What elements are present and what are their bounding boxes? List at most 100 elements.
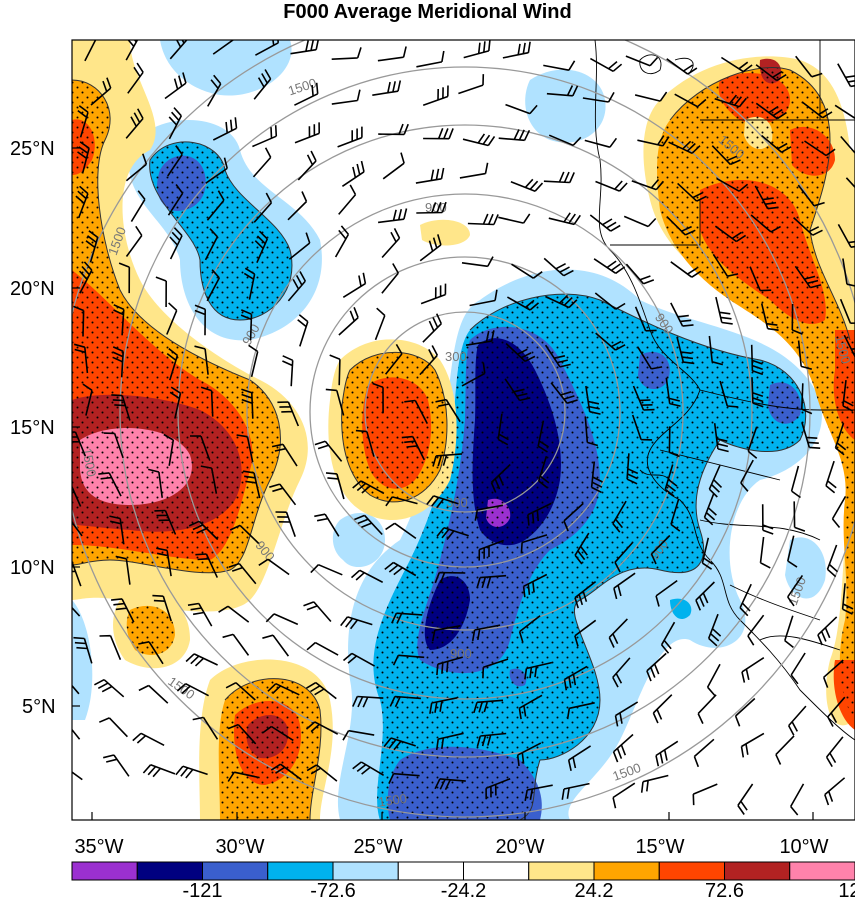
wind-barb (404, 399, 429, 424)
wind-barb (498, 129, 531, 142)
wind-barb (574, 532, 590, 565)
wind-barb (125, 40, 139, 61)
wind-barb (707, 613, 722, 647)
wind-barb (248, 344, 259, 377)
wind-barb (222, 633, 250, 656)
wind-barb (163, 433, 175, 466)
range-ring-300 (364, 311, 566, 513)
wind-barb (804, 140, 836, 157)
wind-barb (271, 443, 298, 467)
wind-barb (434, 571, 466, 584)
wind-barb (436, 526, 469, 541)
lat-label-5n: 5°N (22, 696, 56, 718)
wind-barb (801, 383, 813, 415)
wind-barb (461, 362, 486, 387)
wind-barb (252, 125, 278, 148)
wind-barb (692, 783, 718, 806)
colorbar-label: 24.2 (575, 880, 614, 900)
wind-barb (566, 702, 595, 720)
wind-barb (826, 544, 839, 578)
wind-barb (719, 380, 739, 408)
wind-barb (626, 453, 639, 485)
wind-barb (793, 217, 823, 236)
wind-barb (342, 272, 367, 298)
wind-barb (614, 701, 639, 727)
wind-barb (391, 612, 423, 624)
wind-barb (242, 470, 261, 499)
wind-barb (485, 777, 511, 800)
wind-barb (522, 573, 548, 598)
wind-barb (715, 296, 733, 325)
wind-barb (334, 225, 350, 258)
wind-barbs (72, 40, 855, 816)
wind-barb (166, 302, 178, 335)
wind-barb (712, 253, 739, 277)
wind-barb (383, 737, 416, 751)
wind-barb (72, 684, 80, 695)
colorbar-box (71, 861, 138, 881)
wind-barb (98, 717, 128, 738)
fill-mid-neg-east-spot (670, 598, 692, 620)
wind-barb (668, 140, 701, 155)
wind-barb (270, 763, 302, 781)
colorbar-label: 121 (838, 880, 855, 900)
wind-barb (676, 336, 695, 365)
lon-label-25w: 25°W (353, 836, 402, 858)
wind-barb (207, 74, 222, 107)
wind-barb (637, 135, 670, 147)
wind-barb (227, 771, 260, 782)
wind-barb (355, 429, 375, 457)
wind-barb (252, 147, 272, 178)
wind-barb (787, 574, 804, 607)
wind-barb (228, 562, 257, 585)
wind-barb (392, 654, 425, 666)
wind-barb (73, 305, 85, 337)
wind-barb (341, 160, 365, 187)
wind-barb (546, 85, 579, 97)
wind-barb (749, 266, 772, 292)
wind-barb (750, 214, 781, 233)
wind-barb (253, 192, 273, 223)
wind-barb (834, 422, 847, 456)
wind-barb (297, 150, 317, 181)
wind-barb (435, 732, 464, 751)
wind-barb (471, 624, 501, 642)
wind-barb (548, 134, 582, 147)
wind-barb (677, 182, 707, 202)
wind-barb (574, 580, 597, 609)
wind-barb (138, 684, 169, 704)
wind-barb (297, 314, 309, 347)
wind-barb (287, 271, 307, 302)
wind-barb (168, 107, 183, 140)
wind-barb (94, 678, 125, 698)
wind-barb (634, 91, 668, 102)
wind-barb (127, 62, 144, 94)
wind-barb (474, 504, 504, 521)
wind-barb (825, 736, 844, 768)
wind-barb (524, 784, 553, 801)
wind-barb (458, 74, 485, 95)
colorbar-label: 72.6 (705, 880, 744, 900)
wind-barb (822, 659, 844, 688)
colorbar-box (463, 861, 530, 881)
wind-barb (72, 771, 83, 781)
wind-barb (265, 613, 299, 626)
wind-barb (77, 105, 89, 138)
wind-barb (352, 761, 385, 776)
wind-barb (543, 257, 574, 277)
wind-barb (666, 216, 696, 236)
plot-frame (71, 39, 855, 821)
colorbar-box (397, 861, 464, 881)
wind-barb (842, 380, 854, 412)
fill-weak-neg-ne (525, 69, 606, 143)
wind-barb (99, 634, 122, 661)
wind-barb (461, 256, 494, 268)
wind-barb (310, 563, 343, 576)
wind-barb (306, 764, 338, 782)
wind-barb (612, 733, 634, 763)
wind-barb (655, 740, 679, 767)
axis-ticks (72, 147, 814, 820)
wind-barb (473, 699, 504, 714)
wind-barb (72, 606, 81, 617)
wind-barb (90, 77, 112, 106)
